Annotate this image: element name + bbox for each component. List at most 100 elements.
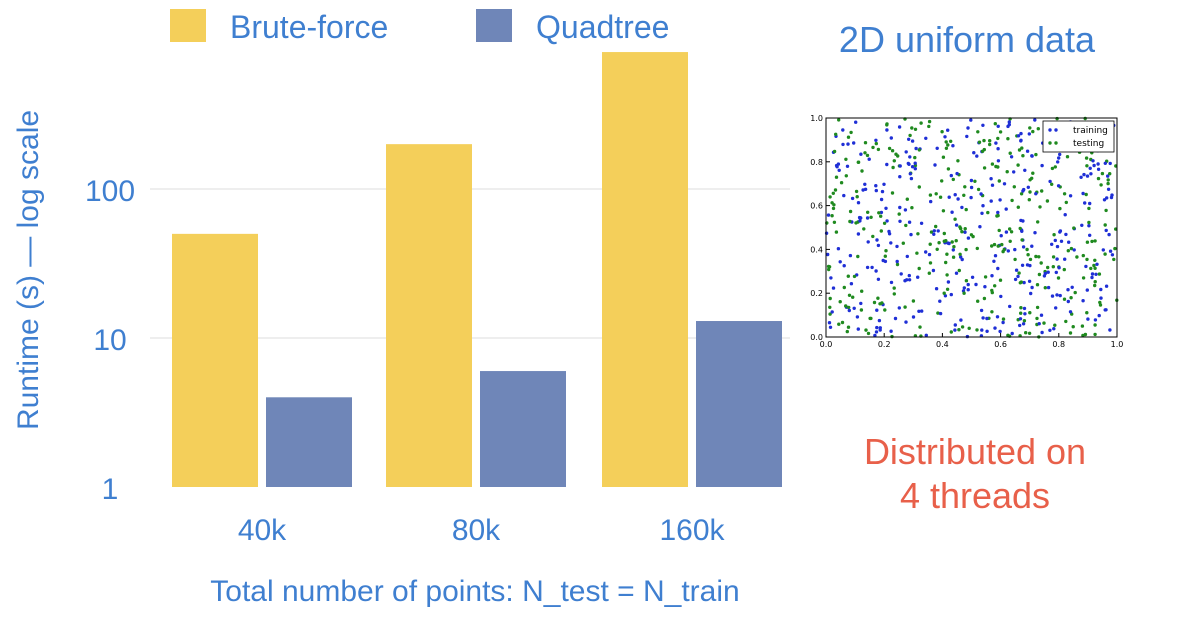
scatter-point-testing: [1028, 311, 1032, 315]
inset-frame: [825, 117, 1118, 338]
scatter-point-testing: [944, 260, 948, 265]
scatter-point-testing: [1028, 126, 1032, 130]
scatter-point-testing: [1028, 190, 1032, 194]
scatter-point-testing: [913, 155, 917, 160]
scatter-point-testing: [928, 261, 933, 265]
scatter-point-training: [969, 118, 973, 122]
scatter-point-training: [919, 221, 924, 225]
scatter-point-testing: [871, 234, 875, 239]
scatter-point-training: [905, 254, 909, 259]
scatter-point-training: [1030, 285, 1034, 290]
scatter-point-testing: [990, 290, 994, 295]
scatter-point-training: [1099, 296, 1103, 300]
scatter-point-testing: [904, 223, 908, 228]
scatter-point-training: [908, 172, 912, 176]
scatter-point-training: [846, 142, 850, 146]
scatter-point-testing: [993, 284, 997, 288]
scatter-point-testing: [1052, 233, 1056, 237]
scatter-point-testing: [905, 197, 909, 201]
scatter-point-testing: [1064, 319, 1068, 324]
annotation-line-2: 4 threads: [899, 475, 1051, 516]
scatter-point-testing: [1081, 276, 1086, 280]
scatter-point-training: [856, 232, 861, 236]
scatter-point-testing: [944, 140, 948, 144]
scatter-point-training: [1020, 263, 1025, 267]
scatter-point-training: [1095, 262, 1099, 266]
y-tick-label: 10: [93, 324, 126, 357]
scatter-point-training: [1105, 196, 1109, 200]
scatter-point-testing: [992, 242, 997, 247]
scatter-point-testing: [844, 157, 848, 161]
scatter-point-training: [865, 265, 870, 270]
scatter-point-training: [1048, 179, 1052, 184]
scatter-point-testing: [916, 232, 920, 236]
scatter-point-training: [889, 136, 893, 140]
scatter-point-training: [1058, 229, 1063, 233]
scatter-point-training: [1106, 187, 1111, 191]
scatter-point-training: [885, 219, 889, 223]
scatter-point-testing: [1040, 189, 1044, 193]
x-tick-label: 160k: [659, 514, 725, 547]
scatter-point-training: [951, 144, 955, 148]
scatter-point-training: [904, 320, 908, 324]
scatter-point-training: [826, 252, 830, 257]
scatter-point-training: [979, 192, 983, 196]
scatter-point-training: [1085, 174, 1090, 178]
scatter-point-training: [879, 197, 884, 202]
scatter-point-testing: [910, 126, 914, 130]
scatter-point-testing: [917, 148, 921, 152]
scatter-point-testing: [934, 224, 938, 229]
scatter-point-training: [1046, 285, 1051, 290]
scatter-point-training: [1039, 313, 1044, 317]
scatter-point-testing: [1016, 205, 1020, 209]
scatter-point-testing: [944, 239, 948, 243]
scatter-point-training: [842, 264, 846, 268]
scatter-point-training: [985, 316, 989, 321]
scatter-point-testing: [1019, 280, 1023, 284]
scatter-point-training: [1048, 328, 1052, 332]
scatter-point-training: [989, 177, 993, 181]
scatter-point-training: [824, 231, 829, 235]
scatter-point-training: [1058, 152, 1062, 157]
scatter-point-testing: [958, 252, 962, 256]
scatter-point-testing: [832, 149, 837, 154]
scatter-point-training: [947, 195, 951, 199]
y-tick-label: 100: [85, 175, 135, 208]
scatter-point-training: [959, 255, 963, 259]
scatter-point-testing: [976, 130, 980, 134]
scatter-point-training: [907, 162, 911, 166]
scatter-point-training: [1066, 288, 1070, 292]
scatter-point-training: [836, 162, 841, 166]
scatter-point-training: [1068, 310, 1073, 314]
scatter-point-training: [974, 282, 978, 287]
scatter-point-training: [1109, 195, 1114, 200]
scatter-point-testing: [950, 240, 954, 244]
scatter-point-testing: [837, 118, 841, 122]
scatter-point-testing: [1097, 272, 1102, 276]
scatter-point-training: [875, 325, 879, 330]
scatter-point-testing: [831, 206, 836, 211]
inset-y-tick-label: 0.6: [810, 202, 823, 211]
scatter-point-testing: [1036, 220, 1040, 224]
scatter-point-testing: [1010, 198, 1014, 203]
scatter-point-testing: [1087, 206, 1091, 211]
scatter-point-testing: [945, 287, 950, 291]
scatter-point-testing: [990, 162, 995, 166]
scatter-point-training: [998, 198, 1002, 202]
scatter-point-training: [910, 139, 915, 143]
scatter-point-testing: [847, 293, 852, 297]
scatter-point-testing: [1017, 271, 1021, 275]
scatter-point-training: [885, 162, 889, 167]
bars: [172, 52, 782, 487]
scatter-point-training: [953, 193, 957, 197]
scatter-point-training: [996, 210, 1000, 215]
scatter-point-training: [831, 286, 836, 290]
scatter-point-training: [887, 229, 891, 234]
scatter-point-training: [947, 241, 951, 246]
scatter-point-training: [979, 308, 984, 313]
inset-scatter-plot: 0.0 0.2 0.4 0.6 0.8 1.0 0.0 0.2 0.4 0.6 0.8 1.0 trai…: [810, 114, 1123, 349]
scatter-point-training: [1068, 194, 1073, 198]
scatter-point-training: [907, 278, 912, 282]
scatter-point-training: [852, 306, 856, 310]
